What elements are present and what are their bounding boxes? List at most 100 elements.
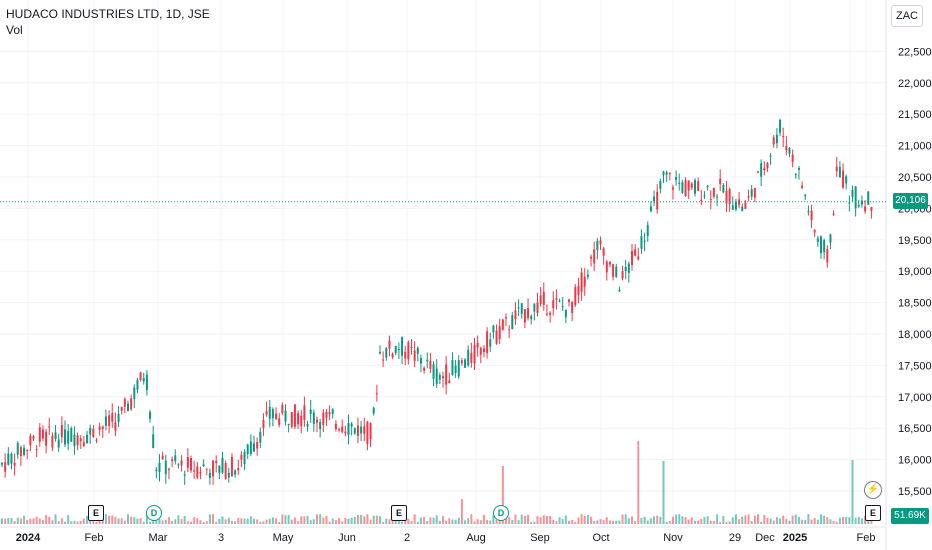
- candle-body: [366, 421, 369, 444]
- volume-bar: [155, 518, 158, 524]
- volume-bar: [161, 520, 164, 524]
- volume-bar: [851, 460, 854, 524]
- volume-bar: [423, 516, 426, 524]
- volume-bar: [435, 515, 438, 524]
- last-price-badge: 20,106: [893, 193, 928, 209]
- candle-body: [432, 364, 435, 380]
- volume-bar: [665, 521, 668, 524]
- candle-body: [656, 191, 659, 210]
- dividend-event-icon[interactable]: D: [493, 505, 509, 521]
- volume-bar: [404, 518, 407, 524]
- volume-bar: [750, 521, 753, 524]
- volume-bar: [517, 520, 520, 524]
- candle-body: [51, 435, 54, 448]
- volume-bar: [334, 520, 337, 524]
- candle-body: [328, 412, 331, 415]
- volume-bar: [259, 521, 262, 524]
- volume-bar: [388, 519, 391, 524]
- volume-bar: [596, 520, 599, 524]
- y-tick-label: 18,000: [898, 329, 932, 341]
- volume-bar: [744, 515, 747, 524]
- candle-body: [820, 236, 822, 254]
- candle-body: [580, 272, 583, 292]
- candle-body: [4, 462, 7, 472]
- volume-bar: [662, 461, 665, 524]
- candle-body: [574, 287, 577, 305]
- y-tick-label: 22,500: [898, 46, 932, 58]
- earnings-event-icon[interactable]: E: [391, 505, 407, 521]
- volume-bar: [464, 520, 467, 524]
- candle-body: [750, 189, 753, 197]
- candle-body: [464, 359, 467, 368]
- x-tick-label: Jun: [338, 532, 356, 544]
- volume-bar: [338, 518, 341, 524]
- candle-body: [766, 162, 769, 169]
- candle-body: [237, 468, 240, 471]
- candle-body: [476, 342, 479, 348]
- candle-body: [32, 436, 35, 439]
- candle-body: [602, 248, 605, 256]
- candle-body: [747, 196, 750, 198]
- currency-button[interactable]: ZAC: [891, 5, 923, 27]
- candle-body: [564, 309, 567, 318]
- candle-body: [813, 230, 816, 233]
- candle-body: [734, 201, 737, 210]
- candle-body: [772, 137, 775, 145]
- candle-body: [350, 423, 353, 427]
- candle-body: [523, 309, 526, 323]
- candle-body: [19, 447, 22, 457]
- volume-bar: [7, 518, 10, 524]
- volume-bar: [605, 517, 608, 524]
- volume-bar: [70, 521, 73, 524]
- volume-bar: [180, 518, 183, 524]
- candle-body: [309, 409, 312, 414]
- volume-bar: [249, 516, 252, 524]
- volume-bar: [108, 515, 111, 524]
- candle-body: [347, 422, 350, 435]
- volume-bar: [32, 518, 35, 524]
- volume-bar: [234, 521, 237, 524]
- earnings-event-icon[interactable]: E: [88, 505, 104, 521]
- candle-body: [26, 450, 29, 452]
- volume-bar: [659, 516, 662, 524]
- candle-body: [631, 251, 633, 266]
- volume-bar: [73, 520, 76, 524]
- volume-bar: [246, 518, 249, 524]
- candle-body: [13, 462, 16, 466]
- volume-bar: [237, 517, 240, 524]
- candle-body: [130, 398, 133, 410]
- candle-body: [177, 464, 180, 466]
- volume-bar: [287, 515, 290, 524]
- candle-body: [48, 426, 51, 428]
- volume-bar: [618, 520, 621, 524]
- candle-body: [665, 172, 668, 175]
- candle-body: [445, 364, 448, 385]
- candle-body: [136, 379, 139, 390]
- volume-bar: [838, 517, 841, 524]
- volume-bar: [804, 519, 807, 524]
- volume-bar: [583, 515, 586, 524]
- candle-body: [64, 429, 66, 445]
- candle-body: [668, 172, 671, 175]
- volume-bar: [460, 499, 463, 524]
- candle-body: [549, 312, 552, 315]
- candle-body: [193, 470, 196, 472]
- dividend-event-icon[interactable]: D: [146, 505, 162, 521]
- candle-body: [249, 441, 252, 454]
- candle-body: [712, 187, 715, 197]
- candle-body: [82, 442, 85, 447]
- candle-body: [401, 337, 404, 356]
- lightning-icon[interactable]: ⚡: [864, 481, 882, 499]
- candle-body: [404, 351, 407, 359]
- volume-bar: [757, 514, 759, 524]
- volume-bar: [391, 518, 394, 524]
- candle-body: [104, 416, 107, 426]
- volume-bar: [854, 517, 857, 524]
- volume-bar: [13, 521, 16, 524]
- candle-body: [804, 194, 807, 197]
- candle-body: [256, 442, 259, 449]
- candle-body: [539, 295, 542, 304]
- volume-bar: [722, 515, 725, 524]
- earnings-event-icon[interactable]: E: [865, 505, 881, 521]
